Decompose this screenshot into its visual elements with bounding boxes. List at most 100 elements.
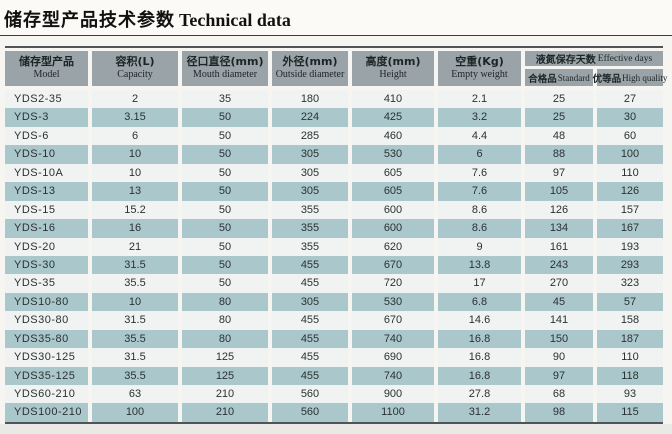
table-row: YDS35-80 35.5 80 455 740 16.8 150 187 <box>5 329 663 349</box>
value-cell: 115 <box>597 403 663 422</box>
table-row: YDS-13 13 50 305 605 7.6 105 126 <box>5 182 663 201</box>
value-cell: 305 <box>272 163 348 183</box>
model-cell: YDS-30 <box>5 255 88 275</box>
model-cell: YDS-6 <box>5 126 88 146</box>
value-cell: 10 <box>92 163 178 183</box>
model-cell: YDS2-35 <box>5 90 88 109</box>
value-cell: 150 <box>525 329 593 349</box>
value-cell: 305 <box>272 145 348 164</box>
value-cell: 210 <box>182 403 268 422</box>
value-cell: 180 <box>272 90 348 109</box>
header-label-en: Capacity <box>117 69 153 81</box>
value-cell: 80 <box>182 311 268 330</box>
value-cell: 243 <box>525 255 593 275</box>
table-row: YDS-6 6 50 285 460 4.4 48 60 <box>5 126 663 146</box>
value-cell: 14.6 <box>438 311 521 330</box>
model-cell: YDS-16 <box>5 219 88 238</box>
value-cell: 25 <box>525 108 593 127</box>
header-group-label-en: Effective days <box>597 53 653 64</box>
value-cell: 45 <box>525 292 593 312</box>
page-footer-margin <box>0 423 672 434</box>
value-cell: 224 <box>272 108 348 127</box>
value-cell: 7.6 <box>438 182 521 201</box>
value-cell: 455 <box>272 348 348 367</box>
value-cell: 50 <box>182 237 268 256</box>
value-cell: 110 <box>597 163 663 183</box>
table-row: YDS2-35 2 35 180 410 2.1 25 27 <box>5 90 663 109</box>
model-cell: YDS100-210 <box>5 403 88 422</box>
page-title-en: Technical data <box>179 10 291 30</box>
value-cell: 30 <box>597 108 663 127</box>
model-cell: YDS-3 <box>5 108 88 127</box>
value-cell: 80 <box>182 329 268 349</box>
value-cell: 6.8 <box>438 292 521 312</box>
value-cell: 141 <box>525 311 593 330</box>
value-cell: 305 <box>272 292 348 312</box>
header-subcell-standard: 合格品 Standard <box>525 69 593 86</box>
value-cell: 740 <box>352 329 434 349</box>
table-row: YDS35-125 35.5 125 455 740 16.8 97 118 <box>5 366 663 385</box>
value-cell: 167 <box>597 219 663 238</box>
value-cell: 15.2 <box>92 200 178 220</box>
value-cell: 7.6 <box>438 163 521 183</box>
value-cell: 97 <box>525 163 593 183</box>
value-cell: 323 <box>597 274 663 293</box>
model-cell: YDS-10 <box>5 145 88 164</box>
value-cell: 210 <box>182 385 268 404</box>
value-cell: 293 <box>597 255 663 275</box>
value-cell: 50 <box>182 219 268 238</box>
value-cell: 600 <box>352 219 434 238</box>
technical-data-table: 储存型产品 Model 容积(L) Capacity 径口直径(mm) Mouth dia… <box>5 46 667 424</box>
model-cell: YDS30-80 <box>5 311 88 330</box>
value-cell: 118 <box>597 366 663 385</box>
value-cell: 134 <box>525 219 593 238</box>
value-cell: 50 <box>182 126 268 146</box>
value-cell: 455 <box>272 311 348 330</box>
value-cell: 50 <box>182 182 268 201</box>
header-label-en: Model <box>33 69 60 81</box>
value-cell: 6 <box>92 126 178 146</box>
value-cell: 3.2 <box>438 108 521 127</box>
value-cell: 560 <box>272 385 348 404</box>
value-cell: 158 <box>597 311 663 330</box>
value-cell: 98 <box>525 403 593 422</box>
value-cell: 8.6 <box>438 200 521 220</box>
table-row: YDS60-210 63 210 560 900 27.8 68 93 <box>5 385 663 404</box>
header-group-title: 液氮保存天数 Effective days <box>525 51 663 66</box>
value-cell: 2 <box>92 90 178 109</box>
value-cell: 68 <box>525 385 593 404</box>
value-cell: 13.8 <box>438 255 521 275</box>
value-cell: 355 <box>272 237 348 256</box>
value-cell: 35 <box>182 90 268 109</box>
header-label-cn: 储存型产品 <box>19 55 74 69</box>
header-group-effective-days: 液氮保存天数 Effective days 合格品 Standard 优等品 High q… <box>525 51 667 86</box>
value-cell: 63 <box>92 385 178 404</box>
value-cell: 3.15 <box>92 108 178 127</box>
value-cell: 31.5 <box>92 311 178 330</box>
value-cell: 88 <box>525 145 593 164</box>
value-cell: 110 <box>597 348 663 367</box>
model-cell: YDS-13 <box>5 182 88 201</box>
value-cell: 35.5 <box>92 274 178 293</box>
value-cell: 6 <box>438 145 521 164</box>
value-cell: 620 <box>352 237 434 256</box>
header-label-cn: 容积(L) <box>115 55 155 69</box>
value-cell: 105 <box>525 182 593 201</box>
value-cell: 16.8 <box>438 329 521 349</box>
table-row: YDS-16 16 50 355 600 8.6 134 167 <box>5 219 663 238</box>
value-cell: 670 <box>352 255 434 275</box>
value-cell: 27 <box>597 90 663 109</box>
value-cell: 100 <box>597 145 663 164</box>
value-cell: 670 <box>352 311 434 330</box>
model-cell: YDS-15 <box>5 200 88 220</box>
value-cell: 740 <box>352 366 434 385</box>
value-cell: 31.5 <box>92 255 178 275</box>
value-cell: 31.5 <box>92 348 178 367</box>
value-cell: 48 <box>525 126 593 146</box>
value-cell: 31.2 <box>438 403 521 422</box>
value-cell: 50 <box>182 108 268 127</box>
header-cell-capacity: 容积(L) Capacity <box>92 51 178 86</box>
value-cell: 50 <box>182 274 268 293</box>
model-cell: YDS30-125 <box>5 348 88 367</box>
